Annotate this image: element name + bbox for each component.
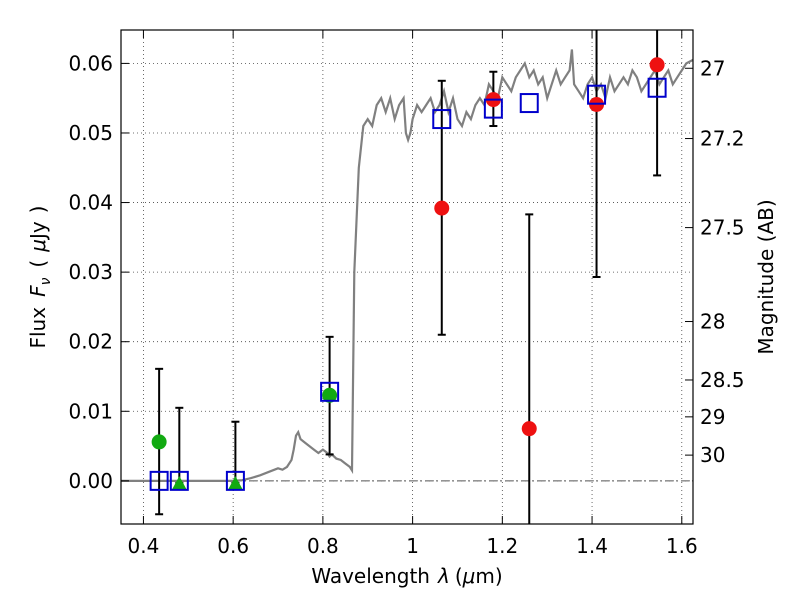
y-axis-unit-mu: μ [26, 239, 50, 253]
y-axis-symbol: F [26, 285, 50, 297]
x-axis-unit-open: ( [455, 564, 463, 588]
model-photometry-box [169, 470, 189, 491]
axis-ticks [121, 30, 693, 524]
y-axis-unit-open: ( [26, 260, 50, 268]
detection-point [521, 421, 537, 437]
model-photometry-box [149, 470, 169, 491]
limit-circle-point [151, 434, 167, 450]
model-photometry-box [432, 109, 452, 130]
tick-labels: 0.4 0.6 0.8 1 1.2 1.4 1.6 0.00 0.01 0.02 0.03 0.04 0… [68, 51, 744, 558]
detection-point [649, 57, 665, 73]
limit-circle-point [322, 387, 338, 403]
y-tick-label: 0.04 [68, 191, 113, 215]
y-tick-label: 0.06 [68, 51, 113, 75]
right-tick-label: 30 [700, 443, 725, 467]
right-axis-label: Magnitude (AB) [754, 199, 778, 354]
x-axis-label-word: Wavelength [311, 564, 430, 588]
model-photometry-box [587, 84, 607, 105]
limit-triangle-point [228, 475, 243, 489]
x-tick-label: 0.4 [128, 534, 160, 558]
model-photometry-box [519, 93, 539, 114]
detection-point [434, 200, 450, 216]
y-axis-label: Flux Fν ( μJy) [26, 205, 54, 348]
model-photometry-box [225, 470, 245, 491]
right-tick-label: 28.5 [700, 368, 745, 392]
right-tick-label: 28 [700, 310, 725, 334]
y-tick-label: 0.00 [68, 469, 113, 493]
y-tick-label: 0.02 [68, 330, 113, 354]
right-tick-label: 29 [700, 405, 725, 429]
y-tick-label: 0.05 [68, 121, 113, 145]
y-tick-label: 0.01 [68, 399, 113, 423]
model-photometry-boxes [149, 77, 667, 491]
y-axis-label-word: Flux [26, 307, 50, 349]
y-axis-unit-jy: Jy [26, 221, 50, 241]
x-axis-lambda: λ [437, 564, 450, 588]
model-photometry-box [320, 381, 340, 402]
x-axis-unit-close: m) [475, 564, 502, 588]
x-axis-label: Wavelength λ (μm) [311, 564, 502, 588]
limit-triangle-point [172, 475, 187, 489]
x-tick-label: 1.6 [666, 534, 698, 558]
x-tick-label: 1.2 [486, 534, 518, 558]
x-tick-label: 1 [406, 534, 419, 558]
y-axis-unit-close: ) [26, 205, 50, 213]
grid [121, 30, 693, 524]
x-tick-label: 1.4 [576, 534, 608, 558]
model-photometry-box [483, 98, 503, 119]
x-tick-label: 0.8 [307, 534, 339, 558]
model-spectrum-line [121, 49, 693, 482]
right-tick-label: 27 [700, 56, 725, 80]
y-tick-label: 0.03 [68, 260, 113, 284]
data-markers [151, 57, 665, 489]
plot-frame [120, 29, 694, 525]
model-photometry-box [647, 77, 667, 98]
y-axis-subscript: ν [38, 277, 54, 285]
x-tick-label: 0.6 [217, 534, 249, 558]
right-tick-label: 27.2 [700, 127, 745, 151]
right-tick-label: 27.5 [700, 216, 745, 240]
x-axis-unit-mu: μ [462, 564, 476, 588]
